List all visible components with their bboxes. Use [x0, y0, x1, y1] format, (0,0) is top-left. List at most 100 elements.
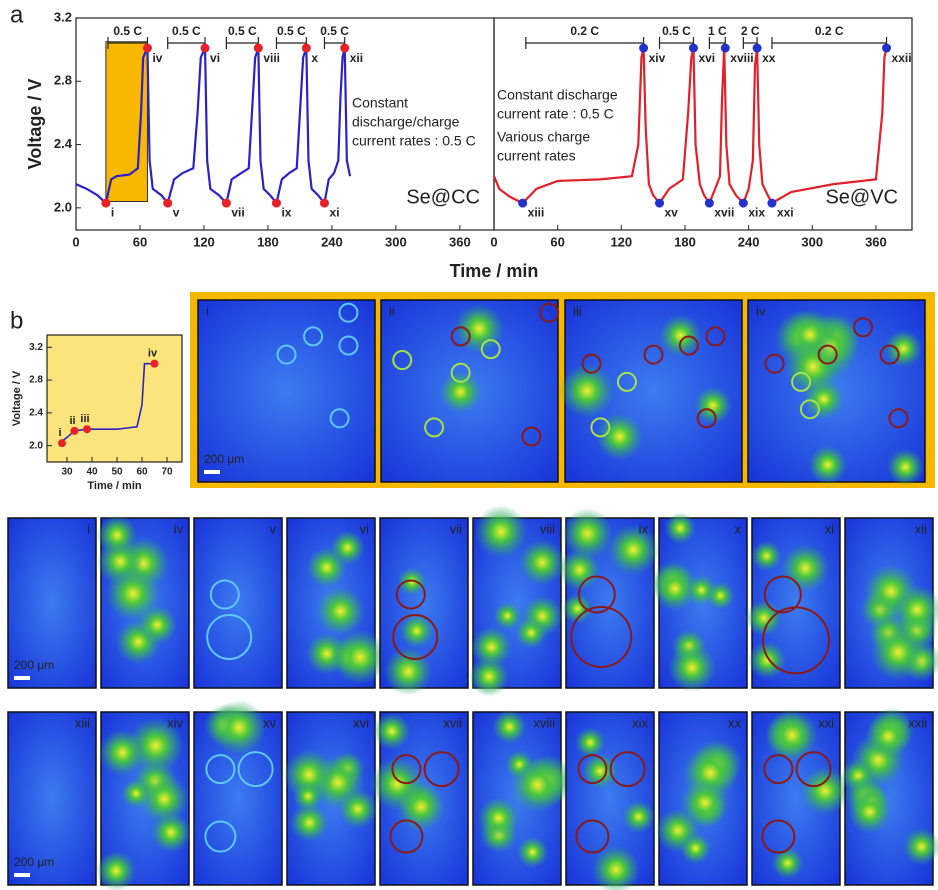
marker: [688, 43, 698, 53]
image-label: xix: [632, 715, 648, 730]
dendrite: [561, 507, 614, 560]
micrograph: i 200 μm: [197, 299, 376, 483]
marker: [163, 198, 173, 208]
dendrite: [477, 797, 520, 839]
dendrite: [693, 386, 733, 425]
panel-label: b: [10, 307, 23, 334]
micrograph: iv: [747, 299, 926, 486]
micrograph: xii: [844, 517, 938, 689]
scale-bar-label: 200 μm: [14, 658, 54, 672]
marker-label: vi: [210, 51, 220, 65]
y-tick-label: 2.8: [54, 73, 72, 88]
dendrite: [468, 656, 510, 697]
marker-label: xiv: [649, 51, 666, 65]
x-tick-label: 240: [738, 234, 760, 249]
micrograph: xiii 200 μm: [7, 711, 97, 886]
image-label: xviii: [533, 715, 555, 730]
image-label: xx: [728, 715, 742, 730]
highlight-circle: [450, 326, 471, 347]
image-label: ix: [639, 521, 649, 536]
image-label: xv: [263, 715, 277, 730]
highlight-circle: [395, 579, 426, 610]
annotation: current rates: [497, 148, 576, 164]
highlight-circle: [705, 326, 726, 347]
dendrite: [679, 832, 712, 865]
dendrite: [98, 729, 146, 777]
highlight-circle: [879, 344, 900, 365]
annotation: Constant: [352, 95, 408, 111]
image-label: i: [206, 303, 209, 318]
micrograph: iii: [559, 299, 743, 483]
image-label: xxii: [908, 715, 927, 730]
x-tick-label: 360: [865, 234, 887, 249]
highlight-circle: [575, 819, 610, 854]
x-tick-label: 40: [86, 467, 98, 478]
x-tick-label: 60: [550, 234, 564, 249]
y-tick-label: 3.2: [29, 342, 43, 353]
marker-label: xx: [762, 51, 776, 65]
highlight-circle: [338, 335, 359, 356]
marker: [142, 43, 152, 53]
dendrite: [765, 709, 819, 762]
dendrite: [399, 613, 434, 648]
highlight-circle: [817, 344, 838, 365]
dendrite: [105, 566, 161, 622]
panel-label: a: [10, 1, 24, 28]
highlight-circle: [205, 754, 236, 785]
dendrite: [397, 567, 427, 596]
annotation: current rate : 0.5 C: [497, 106, 614, 122]
highlight-circle: [206, 614, 253, 660]
marker: [767, 198, 777, 208]
voltage-line: [75, 47, 352, 206]
dendrite: [781, 544, 830, 593]
dendrite: [474, 505, 528, 559]
marker-label: iv: [152, 51, 162, 65]
dendrite: [808, 445, 848, 485]
dendrite: [607, 524, 659, 576]
highlight-circle: [761, 819, 796, 854]
dendrite: [439, 370, 482, 414]
dendrite: [884, 329, 923, 368]
dendrite: [847, 789, 892, 834]
dendrite: [558, 549, 601, 591]
scale-bar: [14, 676, 30, 680]
dendrite: [870, 624, 927, 681]
marker: [704, 198, 714, 208]
micrograph: vi: [286, 517, 388, 689]
micrograph: vii: [379, 517, 469, 696]
marker: [639, 43, 649, 53]
image-label: vii: [450, 521, 462, 536]
marker-label: viii: [263, 51, 280, 65]
x-tick-label: 60: [136, 467, 148, 478]
y-axis-label: Voltage / V: [25, 79, 45, 170]
x-tick-label: 0: [490, 234, 497, 249]
dendrite: [383, 647, 433, 696]
micrograph: ii: [380, 299, 560, 483]
plot-frame: [493, 17, 913, 231]
dendrite: [510, 757, 565, 813]
highlight-circle: [853, 317, 874, 338]
dendrite: [652, 565, 698, 612]
dendrite: [622, 800, 655, 833]
marker-label: v: [173, 205, 180, 219]
image-label: ii: [389, 303, 395, 318]
highlight-circle: [799, 399, 820, 420]
rate-label: 0.2 C: [815, 24, 844, 38]
sample-label: Se@VC: [825, 186, 898, 208]
marker-label: x: [311, 51, 318, 65]
highlight-circle: [888, 408, 909, 429]
highlight-circle: [521, 426, 542, 447]
rate-label: 2 C: [741, 24, 760, 38]
marker: [882, 43, 892, 53]
highlight-circle: [276, 344, 297, 365]
micrograph-background: [197, 299, 376, 483]
highlight-circle: [392, 614, 439, 660]
y-tick-label: 2.0: [54, 199, 72, 214]
highlight-circle: [581, 353, 602, 374]
image-label: xiv: [167, 715, 183, 730]
y-tick-label: 2.0: [29, 440, 43, 451]
image-label: iii: [573, 303, 582, 318]
marker-label: xxi: [777, 205, 794, 219]
dendrite: [886, 448, 925, 486]
